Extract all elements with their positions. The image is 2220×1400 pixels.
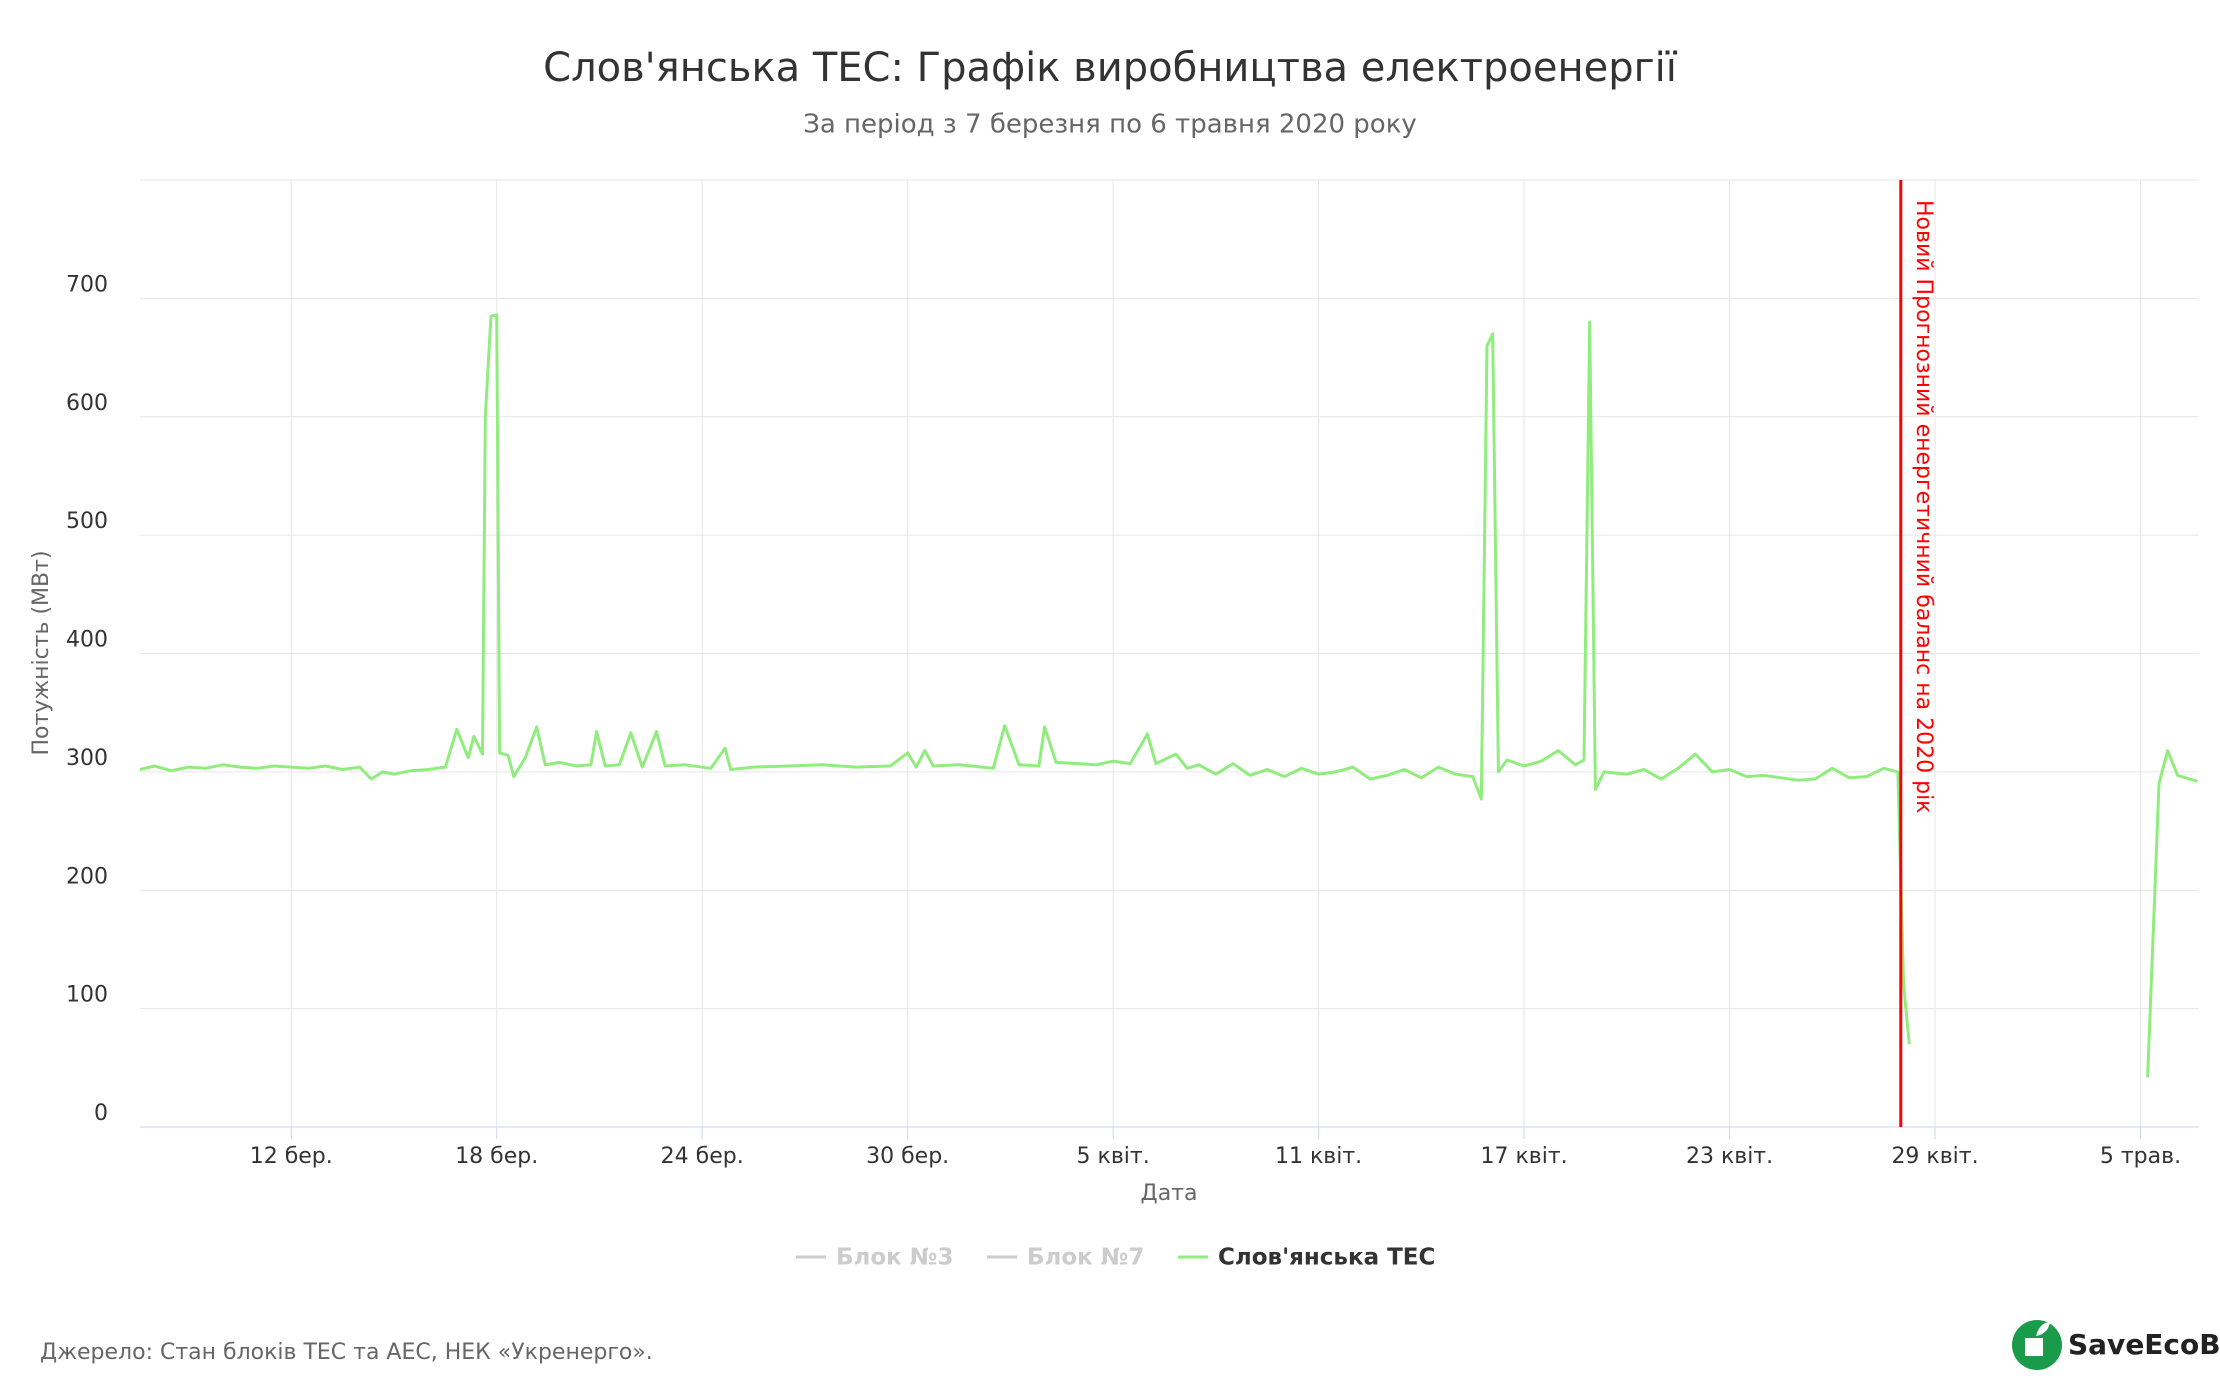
y-axis-title: Потужність (МВт) <box>29 550 54 755</box>
chart-title: Слов'янська ТЕС: Графік виробництва елек… <box>543 45 1678 91</box>
x-tick-label: 5 квіт. <box>1077 1144 1150 1169</box>
y-tick-label: 200 <box>66 864 108 889</box>
logo-icon-leaf <box>2036 1322 2050 1336</box>
legend-label: Блок №3 <box>836 1245 953 1271</box>
y-tick-label: 600 <box>66 391 108 416</box>
x-tick-label: 11 квіт. <box>1275 1144 1362 1169</box>
x-tick-label: 5 трав. <box>2100 1144 2181 1169</box>
chart-subtitle: За період з 7 березня по 6 травня 2020 р… <box>803 110 1417 140</box>
y-tick-label: 300 <box>66 746 108 771</box>
plot-line-label: Новий Прогнозний енергетичний баланс на … <box>1911 200 1936 813</box>
logo-icon-building <box>2025 1338 2043 1356</box>
logo-text: SaveEcoBot <box>2068 1328 2220 1361</box>
y-tick-label: 100 <box>66 983 108 1008</box>
legend-label: Блок №7 <box>1027 1245 1144 1271</box>
logo: SaveEcoBot <box>2012 1320 2220 1370</box>
x-tick-label: 24 бер. <box>661 1144 744 1169</box>
y-tick-label: 400 <box>66 628 108 653</box>
x-axis-title: Дата <box>1141 1181 1198 1206</box>
x-tick-label: 30 бер. <box>866 1144 949 1169</box>
x-tick-label: 29 квіт. <box>1891 1144 1978 1169</box>
y-tick-label: 700 <box>66 272 108 297</box>
legend-item[interactable]: Слов'янська ТЕС <box>1178 1245 1435 1271</box>
legend-label: Слов'янська ТЕС <box>1218 1245 1435 1271</box>
y-tick-label: 500 <box>66 509 108 534</box>
series-line <box>139 313 2199 1078</box>
legend-item[interactable]: Блок №3 <box>796 1245 953 1271</box>
legend-item[interactable]: Блок №7 <box>987 1245 1144 1271</box>
x-tick-label: 23 квіт. <box>1686 1144 1773 1169</box>
source-note: Джерело: Стан блоків ТЕС та АЕС, НЕК «Ук… <box>40 1340 653 1365</box>
x-tick-label: 17 квіт. <box>1480 1144 1567 1169</box>
x-tick-label: 12 бер. <box>250 1144 333 1169</box>
x-tick-label: 18 бер. <box>455 1144 538 1169</box>
y-tick-label: 0 <box>94 1101 108 1126</box>
